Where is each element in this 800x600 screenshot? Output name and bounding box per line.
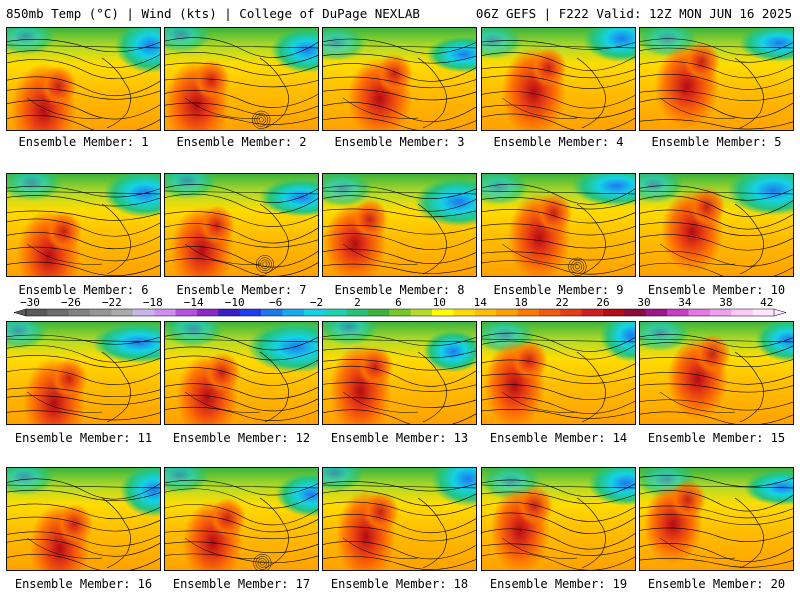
model-run-info: 06Z GEFS | F222 Valid: 12Z MON JUN 16 20… bbox=[475, 6, 792, 21]
colorbar-swatch bbox=[346, 309, 369, 316]
colorbar-swatch bbox=[688, 309, 711, 316]
ensemble-map-panel bbox=[322, 27, 477, 131]
ensemble-map-panel bbox=[6, 321, 161, 425]
ensemble-map-panel bbox=[6, 467, 161, 571]
ensemble-member-label: Ensemble Member: 2 bbox=[176, 135, 307, 149]
ensemble-member-label: Ensemble Member: 18 bbox=[330, 577, 469, 591]
ensemble-member-label: Ensemble Member: 10 bbox=[647, 283, 786, 297]
ensemble-member-label: Ensemble Member: 1 bbox=[18, 135, 149, 149]
colorbar-tick-label: −14 bbox=[184, 296, 204, 309]
colorbar-swatch bbox=[645, 309, 668, 316]
ensemble-member-label: Ensemble Member: 5 bbox=[651, 135, 782, 149]
colorbar-tick-label: 34 bbox=[678, 296, 692, 309]
ensemble-map-panel bbox=[164, 321, 319, 425]
colorbar-tick-label: 14 bbox=[474, 296, 488, 309]
colorbar-swatch bbox=[154, 309, 176, 316]
ensemble-member-label: Ensemble Member: 3 bbox=[334, 135, 465, 149]
colorbar-swatch bbox=[624, 309, 647, 316]
colorbar-tick-label: −6 bbox=[269, 296, 282, 309]
ensemble-member-label: Ensemble Member: 7 bbox=[176, 283, 307, 297]
ensemble-member-label: Ensemble Member: 9 bbox=[493, 283, 624, 297]
ensemble-member-label: Ensemble Member: 19 bbox=[489, 577, 628, 591]
ensemble-map-panel bbox=[164, 27, 319, 131]
colorbar-tick-label: 42 bbox=[760, 296, 773, 309]
colorbar-tick-label: −30 bbox=[20, 296, 40, 309]
ensemble-map-panel bbox=[322, 173, 477, 277]
colorbar-swatch bbox=[367, 309, 390, 316]
colorbar-swatch bbox=[261, 309, 283, 316]
ensemble-member-label: Ensemble Member: 8 bbox=[334, 283, 465, 297]
colorbar-swatch bbox=[196, 309, 219, 316]
ensemble-member-label: Ensemble Member: 20 bbox=[647, 577, 786, 591]
colorbar-swatch bbox=[282, 309, 305, 316]
colorbar-tick-label: −26 bbox=[61, 296, 81, 309]
ensemble-map-panel bbox=[6, 27, 161, 131]
temperature-colorbar: −30 −26 −22 −18 −14 −10 −6 −2 2 6 10 14 18 22 26 30 34 38… bbox=[13, 296, 787, 317]
colorbar-swatch bbox=[175, 309, 198, 316]
ensemble-map-panel bbox=[481, 321, 636, 425]
colorbar-swatch bbox=[581, 309, 604, 316]
ensemble-map-panel bbox=[639, 27, 794, 131]
ensemble-map-panel bbox=[164, 173, 319, 277]
ensemble-map-panel bbox=[481, 467, 636, 571]
colorbar-swatch bbox=[517, 309, 540, 316]
ensemble-map-panel bbox=[322, 467, 477, 571]
colorbar-swatch bbox=[68, 309, 91, 316]
colorbar-tick-label: −2 bbox=[310, 296, 323, 309]
ensemble-map-panel bbox=[481, 173, 636, 277]
colorbar-low-arrow bbox=[13, 308, 27, 317]
colorbar-swatch bbox=[453, 309, 476, 316]
colorbar-tick-label: 22 bbox=[555, 296, 568, 309]
colorbar-tick-label: 2 bbox=[354, 296, 361, 309]
colorbar-tick-label: −10 bbox=[225, 296, 245, 309]
ensemble-map-panel bbox=[639, 467, 794, 571]
ensemble-member-label: Ensemble Member: 4 bbox=[493, 135, 624, 149]
ensemble-map-panel bbox=[639, 173, 794, 277]
ensemble-map-panel bbox=[6, 173, 161, 277]
colorbar-swatch bbox=[538, 309, 561, 316]
colorbar-swatch bbox=[303, 309, 326, 316]
colorbar-swatch bbox=[752, 309, 775, 316]
ensemble-member-label: Ensemble Member: 6 bbox=[18, 283, 149, 297]
colorbar-swatch bbox=[218, 309, 241, 316]
colorbar-swatch bbox=[432, 309, 454, 316]
ensemble-member-label: Ensemble Member: 11 bbox=[14, 431, 153, 445]
colorbar-high-arrow bbox=[773, 308, 787, 317]
ensemble-member-label: Ensemble Member: 12 bbox=[172, 431, 311, 445]
colorbar-swatch bbox=[26, 309, 48, 316]
colorbar-swatch bbox=[496, 309, 518, 316]
colorbar-swatch bbox=[667, 309, 689, 316]
colorbar-swatch bbox=[325, 309, 347, 316]
colorbar-tick-label: 10 bbox=[433, 296, 446, 309]
ensemble-map-panel bbox=[164, 467, 319, 571]
colorbar-tick-label: 6 bbox=[395, 296, 402, 309]
ensemble-member-label: Ensemble Member: 13 bbox=[330, 431, 469, 445]
colorbar-tick-label: 26 bbox=[596, 296, 609, 309]
ensemble-member-label: Ensemble Member: 14 bbox=[489, 431, 628, 445]
colorbar-swatch bbox=[410, 309, 433, 316]
colorbar-swatch bbox=[709, 309, 732, 316]
colorbar-swatch bbox=[389, 309, 412, 316]
colorbar-swatch bbox=[90, 309, 112, 316]
colorbar-swatch bbox=[560, 309, 583, 316]
map-title: 850mb Temp (°C) | Wind (kts) | College o… bbox=[6, 6, 420, 21]
colorbar-tick-label: −22 bbox=[102, 296, 122, 309]
colorbar-tick-label: −18 bbox=[143, 296, 163, 309]
colorbar-swatch bbox=[474, 309, 497, 316]
ensemble-map-panel bbox=[639, 321, 794, 425]
colorbar-swatch bbox=[603, 309, 625, 316]
ensemble-member-label: Ensemble Member: 17 bbox=[172, 577, 311, 591]
ensemble-member-label: Ensemble Member: 16 bbox=[14, 577, 153, 591]
ensemble-map-panel bbox=[481, 27, 636, 131]
colorbar-swatch bbox=[47, 309, 70, 316]
ensemble-map-panel bbox=[322, 321, 477, 425]
colorbar-swatch bbox=[111, 309, 134, 316]
colorbar-swatch bbox=[731, 309, 754, 316]
colorbar-swatch bbox=[239, 309, 262, 316]
colorbar-tick-label: 38 bbox=[719, 296, 732, 309]
ensemble-member-label: Ensemble Member: 15 bbox=[647, 431, 786, 445]
colorbar-tick-label: 30 bbox=[637, 296, 650, 309]
colorbar-tick-label: 18 bbox=[515, 296, 528, 309]
colorbar-swatch bbox=[132, 309, 155, 316]
